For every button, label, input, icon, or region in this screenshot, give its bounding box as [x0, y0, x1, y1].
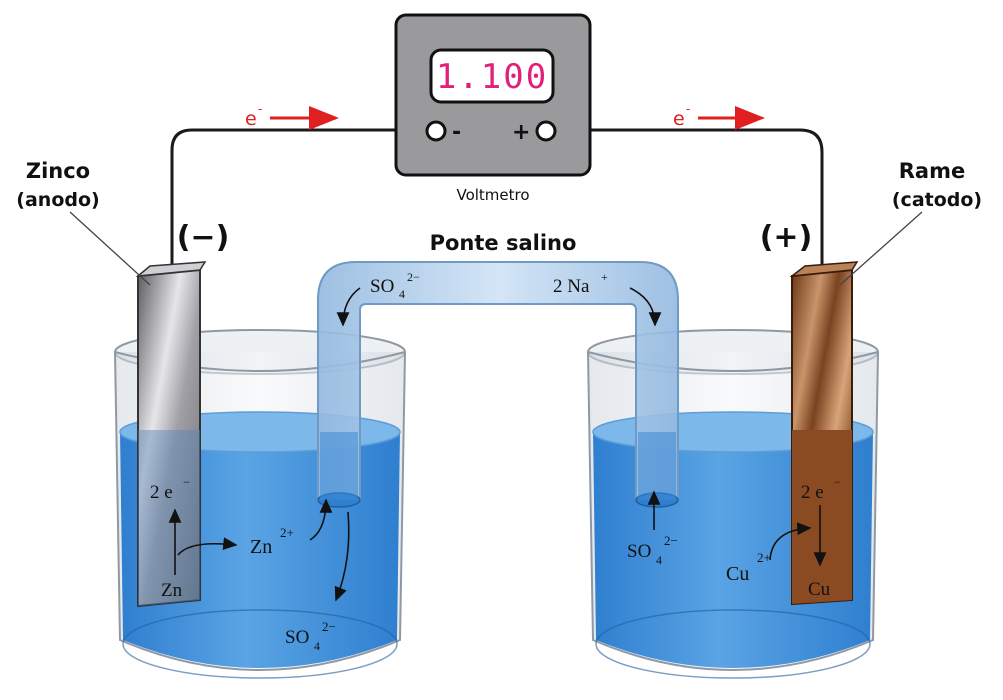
positive-terminal-label: + [512, 120, 530, 145]
svg-text:SO: SO [627, 541, 651, 562]
electron-label-right: e [673, 108, 685, 130]
zinc-ion-label: Zn 2+ [250, 525, 294, 558]
voltmeter: 1.100 - + [394, 13, 592, 177]
zinc-electrode [135, 261, 207, 608]
svg-text:4: 4 [656, 553, 662, 567]
svg-text:2 e: 2 e [801, 482, 824, 503]
svg-text:2+: 2+ [280, 525, 294, 540]
svg-text:−: − [183, 475, 190, 489]
zinc-atom-label: Zn [161, 580, 183, 601]
svg-text:2 e: 2 e [150, 482, 173, 503]
copper-electrode [789, 261, 859, 606]
svg-text:4: 4 [399, 287, 405, 301]
copper-atom-label: Cu [808, 579, 831, 600]
anion-flow-arrow [336, 287, 361, 327]
svg-text:2 Na: 2 Na [553, 276, 590, 297]
electron-charge-left: - [258, 102, 262, 116]
svg-text:2−: 2− [664, 533, 678, 548]
svg-text:SO: SO [285, 627, 309, 648]
right-sulfate-label: SO 4 2− [627, 533, 678, 567]
anode-electrons-label: 2 e − [150, 475, 190, 503]
cathode-pointer [839, 211, 923, 286]
zinc-oxidation-arrow [177, 537, 238, 556]
anode-sign: (−) [177, 220, 230, 255]
voltmeter-reading: 1.100 [436, 57, 548, 97]
bridge-cation-label: 2 Na + [553, 270, 608, 297]
svg-text:+: + [601, 270, 608, 284]
svg-text:Zn: Zn [250, 536, 272, 558]
voltmeter-display [429, 48, 555, 104]
svg-text:SO: SO [370, 276, 394, 297]
svg-text:2−: 2− [322, 619, 336, 634]
svg-text:−: − [834, 475, 841, 489]
salt-bridge-title: Ponte salino [430, 231, 577, 255]
negative-terminal [425, 120, 447, 142]
negative-terminal-label: - [452, 120, 461, 145]
zinc-ion-to-bridge-arrow [309, 498, 333, 541]
copper-reduction-arrow [769, 522, 812, 561]
anode-role: (anodo) [16, 189, 99, 211]
cathode-sign: (+) [760, 220, 813, 255]
sulfate-release-arrow [334, 511, 350, 602]
cation-flow-arrow [629, 287, 662, 327]
bridge-anion-label: SO 4 2− [370, 270, 420, 301]
cathode-role: (catodo) [892, 189, 982, 211]
cathode-electrons-label: 2 e − [801, 475, 841, 503]
svg-text:2+: 2+ [757, 550, 771, 565]
cathode-name: Rame [899, 159, 965, 183]
voltmeter-label: Voltmetro [456, 186, 529, 204]
electron-charge-right: - [686, 102, 690, 116]
positive-terminal [535, 120, 557, 142]
electron-flow-left: e - [245, 102, 339, 130]
svg-text:2−: 2− [407, 270, 420, 284]
left-sulfate-label: SO 4 2− [285, 619, 336, 653]
anode-pointer [69, 211, 151, 286]
external-wire [170, 128, 824, 272]
electron-flow-right: e - [673, 102, 765, 130]
svg-text:Cu: Cu [726, 563, 749, 585]
anode-name: Zinco [26, 159, 90, 183]
copper-ion-label: Cu 2+ [726, 550, 771, 585]
electron-label-left: e [245, 108, 257, 130]
svg-text:4: 4 [314, 639, 320, 653]
